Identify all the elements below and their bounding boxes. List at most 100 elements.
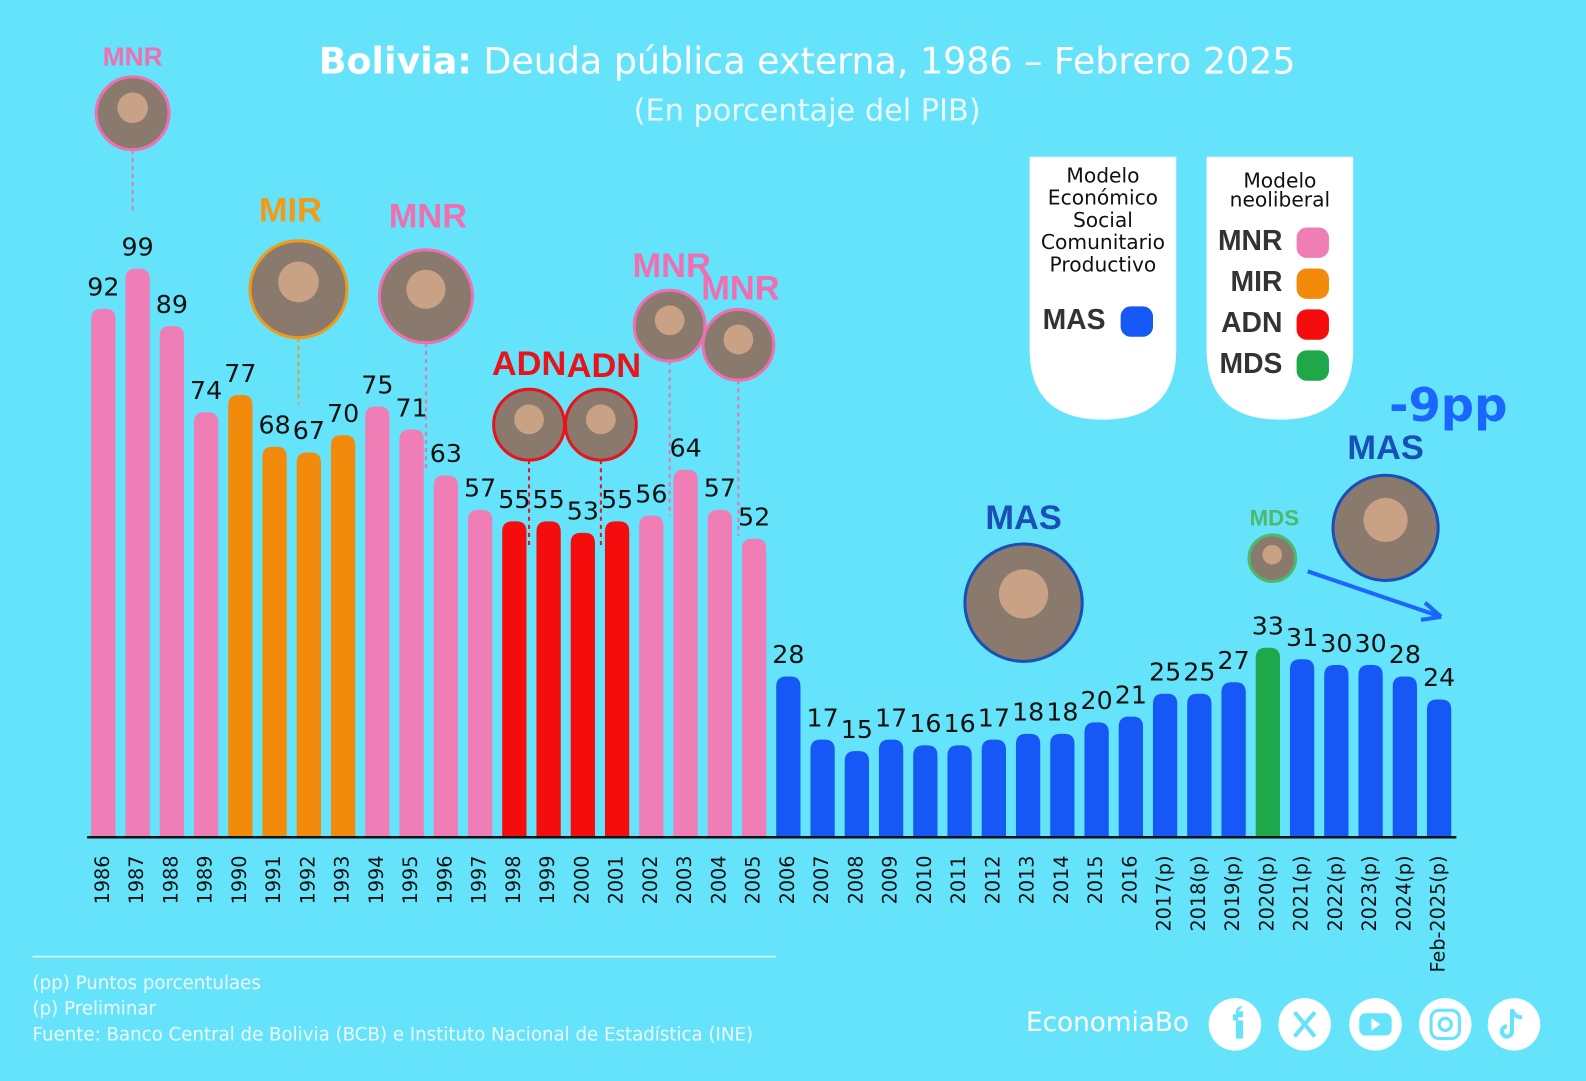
x-tick-label: 2020(p) (1255, 855, 1278, 931)
x-tick-label: 2015 (1084, 855, 1107, 904)
legend-label: MIR (1231, 265, 1283, 297)
bar (947, 745, 972, 838)
x-tick-label: Feb-2025(p) (1427, 855, 1450, 972)
portrait-face (723, 324, 754, 355)
x-tick-label: 1987 (125, 855, 148, 904)
party-label: MIR (259, 191, 322, 229)
footnote: (p) Preliminar (33, 999, 157, 1020)
legend-title: Productivo (1050, 252, 1157, 276)
bar (1324, 664, 1349, 838)
bar (467, 509, 493, 838)
x-tick-label: 2002 (639, 855, 662, 904)
x-tick-label: 2012 (981, 855, 1004, 904)
party-label: MNR (103, 42, 163, 72)
x-tick-label: 1997 (468, 855, 491, 904)
x-tick-label: 2007 (810, 855, 833, 904)
icon-facebook[interactable] (1208, 998, 1262, 1051)
bar (981, 739, 1006, 838)
legend-swatch (1296, 268, 1329, 299)
value-label: 33 (1252, 612, 1284, 641)
party-label: MNR (389, 198, 467, 236)
x-tick-label: 2014 (1050, 855, 1073, 904)
value-label: 25 (1183, 657, 1215, 686)
bar (399, 429, 424, 838)
bar (673, 469, 698, 838)
value-label: 15 (841, 715, 873, 744)
value-label: 53 (567, 497, 599, 526)
legend-title: Modelo (1243, 169, 1316, 193)
change-label: -9pp (1389, 378, 1507, 432)
x-tick-label: 2000 (570, 855, 593, 904)
value-label: 27 (1218, 646, 1250, 675)
value-label: 18 (1012, 698, 1044, 727)
x-tick-label: 2001 (605, 855, 628, 904)
icon-instagram[interactable] (1418, 998, 1472, 1051)
bar (1392, 676, 1417, 838)
legend-swatch (1120, 306, 1153, 337)
x-tick-label: 2008 (844, 855, 867, 904)
x-tick-label: 1996 (433, 855, 456, 904)
bar (1050, 733, 1075, 838)
value-label: 55 (498, 485, 530, 514)
portrait-face (514, 404, 544, 435)
party-label: MAS (985, 499, 1061, 537)
portrait-face (1262, 544, 1283, 565)
legend-title: Comunitario (1041, 230, 1165, 254)
x-tick-label: 2009 (879, 855, 902, 904)
value-label: 16 (909, 709, 941, 738)
legend-box (1029, 156, 1177, 420)
glyph (1437, 1016, 1453, 1032)
bar (604, 521, 630, 838)
bar (1221, 682, 1246, 838)
x-tick-label: 2022(p) (1324, 855, 1347, 931)
subtitle: (En porcentaje del PIB) (634, 94, 981, 129)
x-tick-label: 2017(p) (1153, 855, 1176, 931)
value-label: 64 (670, 433, 702, 462)
title-rest: Deuda pública externa, 1986 – Febrero 20… (483, 39, 1295, 82)
portrait-face (586, 404, 616, 435)
bar (1015, 733, 1041, 838)
bar (228, 395, 253, 838)
bar (193, 412, 219, 838)
legend-title: neoliberal (1230, 188, 1330, 212)
bar (296, 452, 321, 838)
value-label: 30 (1320, 629, 1352, 658)
bar (741, 538, 767, 838)
x-tick-label: 1995 (399, 855, 422, 904)
glyph (1232, 1006, 1243, 1039)
bar (776, 676, 801, 838)
value-label: 74 (190, 376, 222, 405)
party-label: ADN (567, 347, 641, 385)
portrait-face (117, 92, 148, 124)
value-label: 55 (601, 485, 633, 514)
bar (913, 745, 938, 838)
bar (1187, 693, 1212, 838)
legend-title: Social (1073, 208, 1133, 232)
party-label: MNR (633, 247, 711, 285)
value-label: 71 (396, 393, 428, 422)
value-label: 57 (704, 474, 736, 503)
value-label: 63 (430, 439, 462, 468)
legend-label: MDS (1220, 347, 1283, 379)
footnote: Fuente: Banco Central de Bolivia (BCB) e… (33, 1024, 754, 1045)
bar (502, 521, 527, 838)
x-tick-label: 1993 (331, 855, 354, 904)
trend-arrow (1307, 569, 1443, 622)
legend-label: ADN (1221, 306, 1282, 338)
bar (365, 406, 390, 838)
x-tick-label: 2003 (673, 855, 696, 904)
bar (1118, 716, 1143, 838)
brand: EconomiaBo (1026, 1008, 1189, 1038)
legend-title: Modelo (1066, 163, 1139, 187)
x-tick-label: 1988 (159, 855, 182, 904)
value-label: 55 (533, 485, 565, 514)
chart-title: Bolivia: Deuda pública externa, 1986 – F… (319, 39, 1296, 82)
x-tick-label: 1992 (296, 855, 319, 904)
value-label: 28 (1389, 640, 1421, 669)
legend-label: MAS (1043, 303, 1106, 335)
bar (536, 521, 561, 838)
value-label: 52 (738, 502, 770, 531)
bar (330, 435, 356, 838)
legend-label: MNR (1218, 224, 1282, 256)
